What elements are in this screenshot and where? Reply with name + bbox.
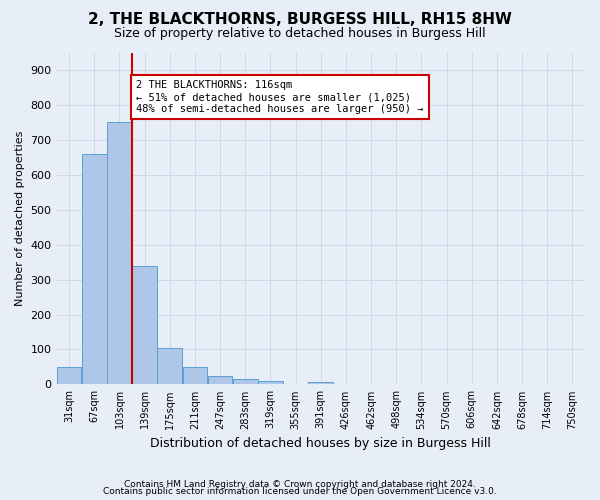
Bar bbox=[308, 382, 333, 384]
Bar bbox=[208, 376, 232, 384]
Bar bbox=[157, 348, 182, 385]
Bar bbox=[107, 122, 132, 384]
Bar bbox=[82, 154, 107, 384]
Bar bbox=[132, 266, 157, 384]
Bar bbox=[233, 379, 257, 384]
Bar bbox=[258, 381, 283, 384]
Text: 2 THE BLACKTHORNS: 116sqm
← 51% of detached houses are smaller (1,025)
48% of se: 2 THE BLACKTHORNS: 116sqm ← 51% of detac… bbox=[136, 80, 424, 114]
Bar bbox=[57, 367, 82, 384]
Text: Contains public sector information licensed under the Open Government Licence v3: Contains public sector information licen… bbox=[103, 487, 497, 496]
Text: Contains HM Land Registry data © Crown copyright and database right 2024.: Contains HM Land Registry data © Crown c… bbox=[124, 480, 476, 489]
X-axis label: Distribution of detached houses by size in Burgess Hill: Distribution of detached houses by size … bbox=[151, 437, 491, 450]
Text: Size of property relative to detached houses in Burgess Hill: Size of property relative to detached ho… bbox=[114, 28, 486, 40]
Bar bbox=[182, 367, 207, 384]
Y-axis label: Number of detached properties: Number of detached properties bbox=[15, 131, 25, 306]
Text: 2, THE BLACKTHORNS, BURGESS HILL, RH15 8HW: 2, THE BLACKTHORNS, BURGESS HILL, RH15 8… bbox=[88, 12, 512, 28]
